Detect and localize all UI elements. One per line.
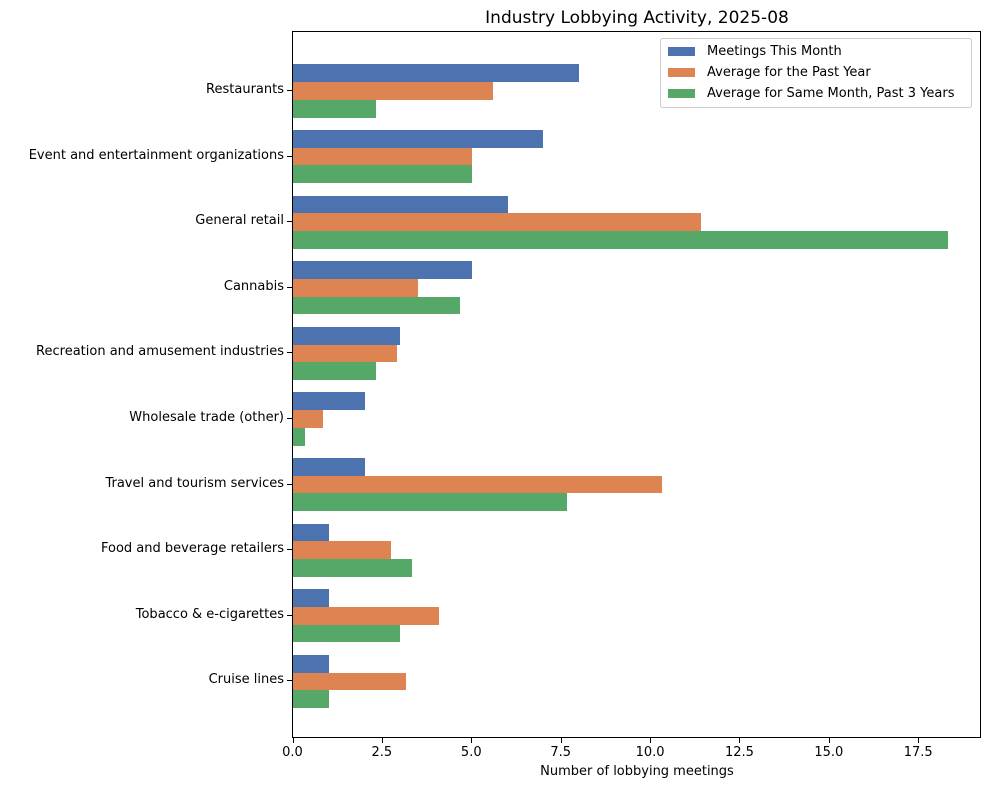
bar [293, 231, 949, 249]
legend-label: Average for the Past Year [707, 65, 871, 80]
chart-title: Industry Lobbying Activity, 2025-08 [485, 8, 789, 28]
legend-label: Average for Same Month, Past 3 Years [707, 86, 955, 101]
legend-row: Average for the Past Year [661, 62, 971, 83]
y-tick-mark [287, 352, 292, 354]
bar [293, 99, 377, 118]
y-tick-mark [287, 483, 292, 485]
bar [293, 559, 413, 577]
y-tick-mark [287, 549, 292, 551]
bar [293, 541, 392, 560]
legend-swatch [668, 47, 695, 56]
y-tick-mark [287, 155, 292, 157]
bar [293, 589, 329, 607]
bar [293, 427, 305, 446]
bar [293, 475, 663, 494]
bar [293, 523, 329, 542]
bar [293, 654, 329, 673]
bar [293, 410, 323, 428]
y-tick-label: Cannabis [223, 278, 284, 294]
bar [293, 82, 493, 100]
x-tick-label: 5.0 [460, 745, 482, 760]
legend-row: Meetings This Month [661, 41, 971, 62]
x-tick-label: 12.5 [724, 745, 754, 760]
x-tick-mark [828, 738, 830, 743]
bar [293, 344, 398, 363]
x-axis-label: Number of lobbying meetings [540, 764, 734, 779]
y-tick-mark [287, 286, 292, 288]
x-tick-mark [471, 738, 473, 743]
bar [293, 493, 568, 512]
bar [293, 624, 401, 643]
legend-label: Meetings This Month [707, 44, 842, 59]
y-tick-mark [287, 418, 292, 419]
y-tick-mark [287, 680, 292, 682]
x-tick-mark [292, 738, 294, 743]
bar [293, 458, 365, 476]
x-tick-label: 10.0 [635, 745, 665, 760]
x-tick-label: 7.5 [550, 745, 571, 760]
bar [293, 147, 472, 166]
y-tick-mark [287, 221, 292, 223]
x-tick-label: 15.0 [814, 745, 844, 760]
x-tick-mark [739, 738, 741, 743]
x-tick-mark [918, 738, 920, 743]
bar [293, 362, 377, 380]
bar [293, 606, 439, 625]
y-tick-label: Wholesale trade (other) [129, 410, 284, 425]
x-tick-label: 17.5 [903, 745, 933, 760]
bar [293, 261, 472, 279]
bar [293, 195, 508, 214]
bar [293, 326, 401, 345]
legend: Meetings This Month Average for the Past … [660, 38, 972, 108]
bar [293, 64, 580, 83]
bar [293, 690, 329, 708]
bar [293, 213, 702, 232]
y-tick-mark [287, 90, 292, 91]
bar [293, 672, 407, 691]
y-tick-label: Restaurants [206, 82, 284, 97]
y-tick-label: Recreation and amusement industries [36, 344, 284, 360]
bar [293, 130, 544, 148]
x-tick-mark [650, 738, 652, 743]
y-tick-label: Event and entertainment organizations [28, 147, 284, 163]
legend-row: Average for Same Month, Past 3 Years [661, 83, 971, 104]
x-tick-mark [381, 738, 383, 743]
legend-swatch [668, 68, 695, 77]
y-tick-label: Food and beverage retailers [101, 541, 284, 557]
x-tick-mark [560, 738, 562, 743]
y-tick-mark [287, 614, 292, 616]
bar [293, 296, 460, 315]
y-tick-label: Tobacco & e-cigarettes [135, 606, 284, 622]
x-tick-label: 2.5 [371, 745, 393, 760]
y-tick-label: General retail [195, 213, 284, 229]
bar [293, 165, 472, 184]
x-tick-label: 0.0 [282, 745, 303, 760]
y-tick-label: Travel and tourism services [105, 475, 284, 491]
bar [293, 392, 365, 411]
plot-area: Meetings This Month Average for the Past … [292, 31, 981, 738]
y-tick-label: Cruise lines [208, 672, 284, 688]
legend-swatch [668, 89, 695, 98]
bar [293, 278, 419, 297]
